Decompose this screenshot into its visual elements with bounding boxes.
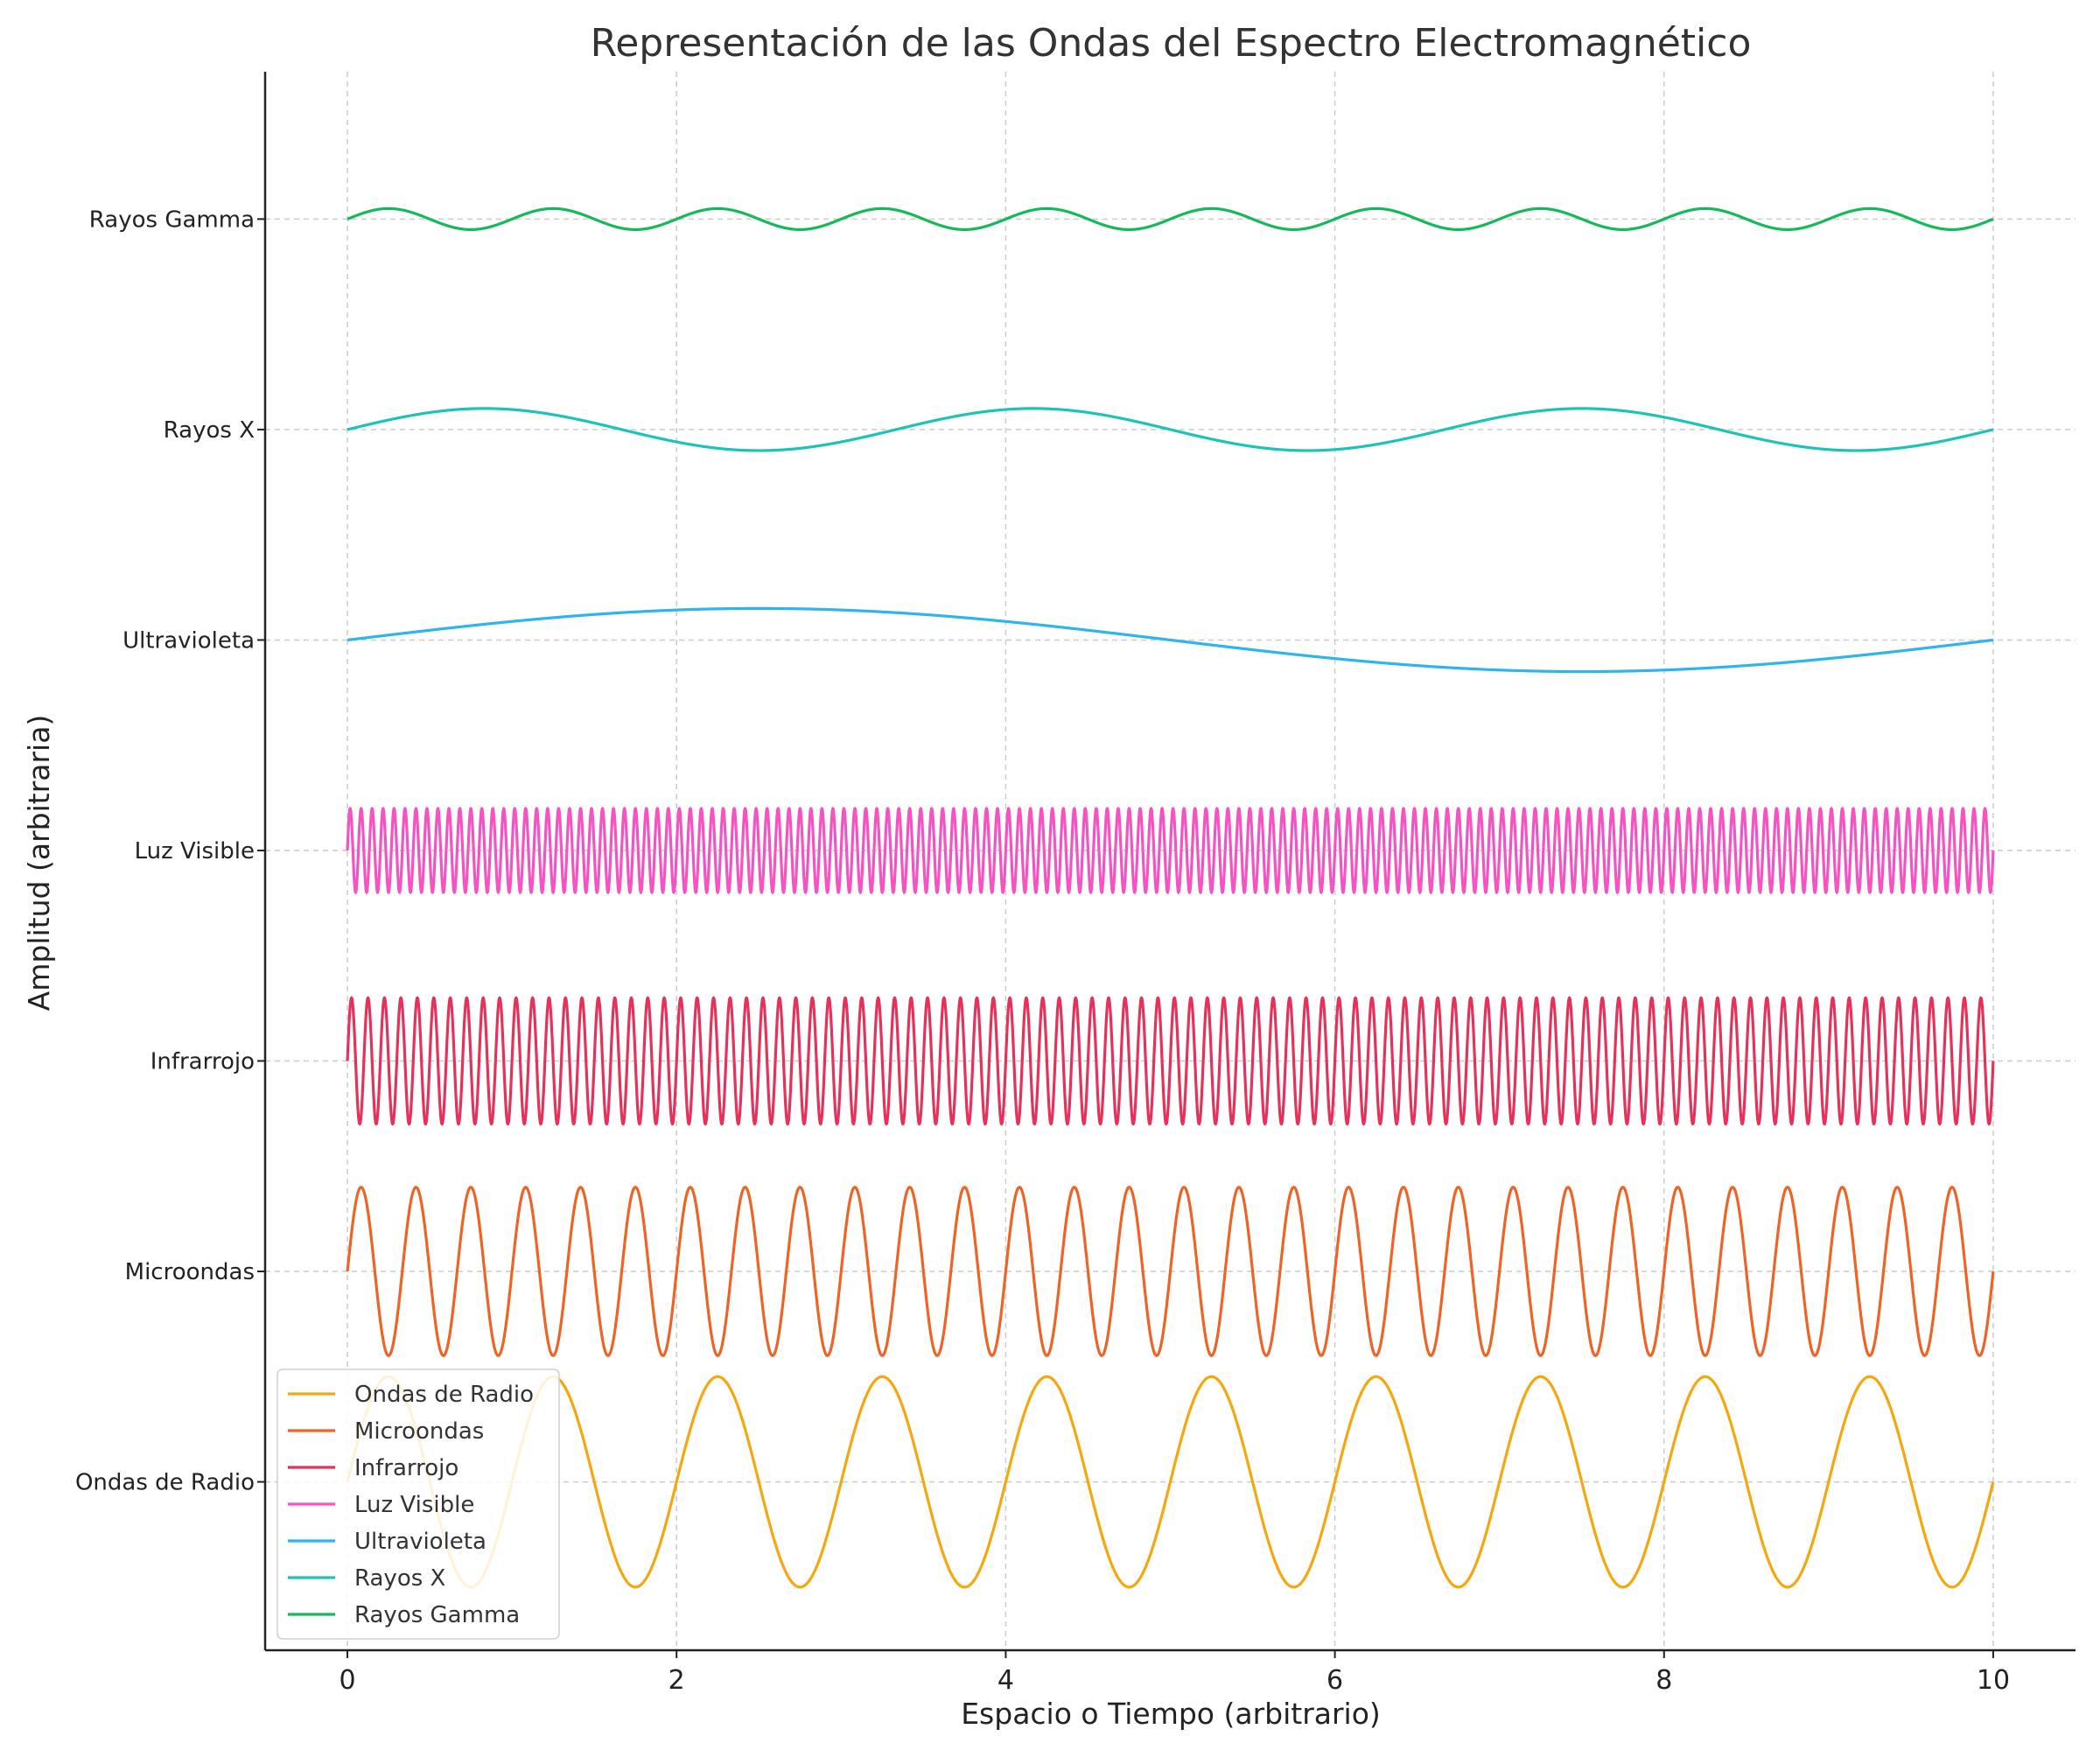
legend-label: Ultravioleta bbox=[354, 1529, 486, 1555]
x-tick-label: 2 bbox=[668, 1665, 685, 1696]
x-axis-label: Espacio o Tiempo (arbitrario) bbox=[961, 1697, 1381, 1731]
series-line-1 bbox=[346, 1186, 1995, 1357]
legend: Ondas de Radio Microondas Infrarrojo Luz Vi… bbox=[276, 1368, 560, 1640]
chart-title: Representación de las Ondas del Espectro… bbox=[591, 21, 1752, 66]
legend-label: Luz Visible bbox=[354, 1492, 474, 1518]
x-tick-label: 4 bbox=[998, 1665, 1014, 1696]
series-line-0 bbox=[346, 1375, 1995, 1589]
y-tick-label: Rayos Gamma bbox=[89, 206, 255, 233]
y-tick-label: Rayos X bbox=[164, 417, 255, 444]
y-tick-label: Ondas de Radio bbox=[75, 1470, 255, 1496]
y-axis-label: Amplitud (arbitraria) bbox=[22, 715, 56, 1012]
series-line-3 bbox=[346, 807, 1995, 894]
legend-label: Microondas bbox=[354, 1418, 484, 1445]
y-tick-label: Luz Visible bbox=[135, 838, 255, 864]
x-tick-label: 6 bbox=[1326, 1665, 1343, 1696]
legend-label: Rayos X bbox=[354, 1565, 445, 1592]
plot-area bbox=[346, 206, 1995, 1589]
x-tick-label: 8 bbox=[1656, 1665, 1672, 1696]
y-tick-labels: Ondas de Radio Microondas Infrarrojo Luz Vi… bbox=[75, 206, 255, 1495]
y-tick-label: Ultravioleta bbox=[122, 627, 255, 654]
y-tick-label: Microondas bbox=[125, 1259, 255, 1285]
x-tick-label: 0 bbox=[339, 1665, 355, 1696]
series-line-4 bbox=[346, 606, 1995, 674]
x-tick-labels: 0 2 4 6 8 10 bbox=[339, 1665, 2010, 1696]
legend-label: Rayos Gamma bbox=[354, 1602, 520, 1628]
legend-box bbox=[276, 1368, 560, 1640]
series-line-5 bbox=[346, 407, 1995, 452]
legend-label: Ondas de Radio bbox=[354, 1382, 534, 1408]
series-line-2 bbox=[346, 996, 1995, 1126]
legend-label: Infrarrojo bbox=[354, 1455, 458, 1481]
series-line-6 bbox=[346, 206, 1995, 231]
y-tick-label: Infrarrojo bbox=[150, 1049, 255, 1075]
axes bbox=[257, 72, 2076, 1658]
x-tick-label: 10 bbox=[1977, 1665, 2010, 1696]
